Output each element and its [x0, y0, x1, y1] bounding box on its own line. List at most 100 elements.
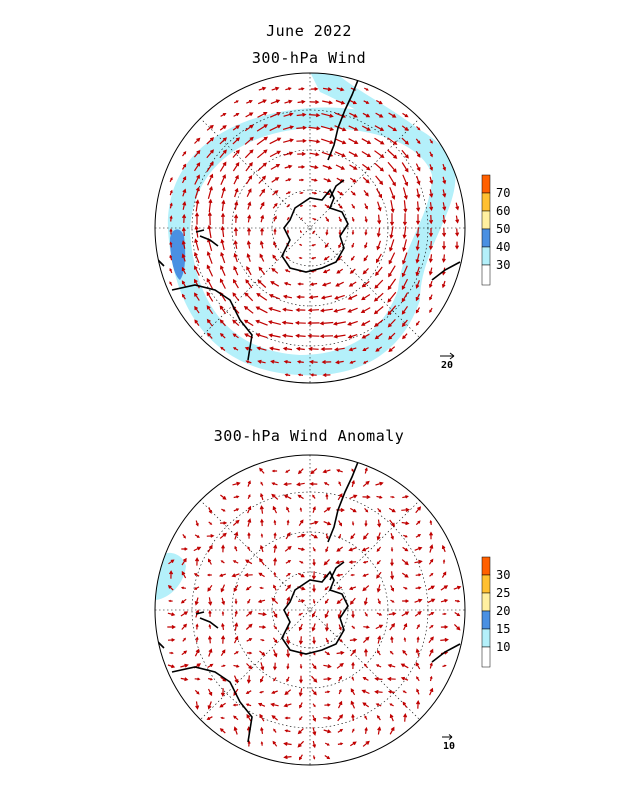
wind-vector-arrow: [221, 622, 225, 631]
wind-vector-arrow: [351, 676, 355, 681]
wind-vector-arrow: [389, 623, 396, 631]
wind-vector-arrow: [387, 161, 397, 173]
wind-vector-arrow: [351, 479, 355, 488]
wind-vector-arrow: [403, 637, 407, 642]
wind-vector-arrow: [234, 610, 238, 617]
wind-vector-arrow: [403, 200, 408, 213]
wind-vector-arrow: [361, 293, 371, 301]
wind-vector-arrow: [208, 609, 212, 617]
bottom-polar-map: [154, 454, 466, 766]
wind-vector-arrow: [219, 278, 226, 289]
wind-vector-arrow: [351, 242, 355, 249]
wind-vector-arrow: [194, 137, 201, 144]
wind-vector-arrow: [246, 610, 253, 617]
wind-vector-arrow: [402, 226, 407, 239]
wind-vector-arrow: [348, 125, 359, 131]
wind-vector-arrow: [390, 585, 394, 592]
wind-vector-arrow: [387, 149, 398, 159]
wind-vector-arrow: [349, 100, 358, 105]
wind-vector-arrow: [180, 677, 189, 682]
wind-vector-arrow: [299, 716, 303, 721]
wind-vector-arrow: [362, 176, 370, 184]
wind-vector-arrow: [181, 293, 186, 300]
wind-vector-arrow: [220, 521, 228, 525]
wind-vector-arrow: [308, 113, 321, 118]
wind-vector-arrow: [348, 586, 357, 591]
wind-vector-arrow: [169, 215, 173, 222]
wind-vector-arrow: [415, 661, 421, 670]
wind-vector-arrow: [286, 649, 291, 658]
wind-vector-arrow: [376, 188, 382, 199]
wind-vector-arrow: [273, 532, 277, 539]
wind-vector-arrow: [415, 700, 421, 709]
wind-vector-arrow: [324, 598, 329, 605]
wind-vector-arrow: [221, 544, 225, 553]
wind-vector-arrow: [375, 624, 384, 630]
wind-vector-arrow: [273, 728, 277, 733]
wind-vector-arrow: [256, 346, 267, 351]
wind-vector-arrow: [401, 292, 409, 303]
top-south-america: [327, 74, 361, 161]
wind-vector-arrow: [257, 162, 267, 172]
wind-vector-arrow: [232, 481, 241, 486]
wind-vector-arrow: [455, 202, 460, 211]
wind-vector-arrow: [429, 544, 434, 553]
wind-vector-arrow: [401, 162, 409, 173]
wind-vector-arrow: [338, 216, 342, 223]
wind-vector-arrow: [429, 572, 434, 577]
wind-vector-arrow: [389, 703, 394, 707]
wind-vector-arrow: [283, 360, 292, 364]
wind-vector-arrow: [269, 112, 281, 118]
wind-vector-arrow: [312, 217, 317, 221]
wind-vector-arrow: [208, 648, 213, 657]
bottom-antarctica-coast: [281, 570, 349, 655]
wind-vector-arrow: [244, 136, 254, 145]
wind-vector-arrow: [390, 495, 395, 499]
wind-vector-arrow: [282, 125, 295, 130]
wind-vector-arrow: [297, 547, 306, 551]
wind-vector-arrow: [247, 480, 251, 487]
wind-vector-arrow: [259, 201, 265, 210]
wind-vector-arrow: [364, 715, 368, 720]
wind-vector-arrow: [349, 494, 358, 500]
wind-vector-arrow: [375, 175, 384, 186]
wind-vector-arrow: [442, 163, 446, 172]
wind-vector-arrow: [402, 333, 408, 340]
wind-vector-arrow: [455, 215, 460, 224]
wind-vector-arrow: [272, 505, 278, 514]
wind-vector-arrow: [181, 280, 187, 287]
wind-vector-arrow: [338, 534, 342, 539]
wind-vector-arrow: [361, 150, 372, 158]
wind-vector-arrow: [246, 265, 252, 276]
top-wind-max: [170, 229, 186, 280]
wind-vector-arrow: [233, 584, 239, 593]
wind-vector-arrow: [294, 320, 306, 325]
wind-vector-arrow: [351, 728, 355, 733]
wind-vector-arrow: [311, 623, 316, 632]
wind-vector-arrow: [312, 584, 316, 593]
wind-vector-arrow: [285, 532, 291, 540]
wind-vector-arrow: [206, 534, 215, 538]
wind-vector-arrow: [281, 333, 293, 338]
wind-vector-arrow: [376, 495, 383, 499]
wind-vector-arrow: [307, 333, 320, 338]
wind-vector-arrow: [415, 280, 420, 289]
wind-vector-arrow: [401, 149, 409, 159]
top-peninsula: [329, 179, 345, 199]
wind-vector-arrow: [283, 281, 292, 286]
wind-vector-arrow: [347, 294, 358, 300]
wind-vector-arrow: [206, 264, 214, 277]
wind-vector-arrow: [442, 664, 447, 668]
wind-vector-arrow: [286, 676, 290, 683]
wind-vector-arrow: [362, 585, 370, 592]
wind-vector-arrow: [234, 545, 238, 552]
wind-vector-arrow: [272, 637, 278, 644]
wind-vector-arrow: [260, 741, 264, 746]
wind-vector-arrow: [364, 726, 368, 734]
wind-vector-arrow: [297, 740, 305, 748]
wind-vector-arrow: [247, 532, 251, 539]
wind-vector-arrow: [333, 334, 346, 339]
wind-vector-arrow: [428, 280, 433, 289]
wind-vector-arrow: [233, 226, 239, 236]
wind-vector-arrow: [364, 203, 368, 210]
